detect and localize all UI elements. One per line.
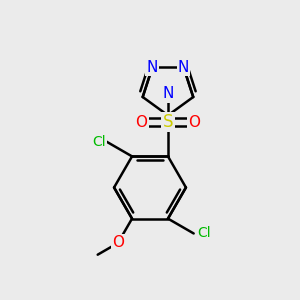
Text: S: S bbox=[163, 113, 173, 131]
Text: N: N bbox=[178, 60, 189, 75]
Text: N: N bbox=[147, 60, 158, 75]
Text: Cl: Cl bbox=[93, 134, 106, 148]
Text: N: N bbox=[162, 86, 174, 101]
Text: O: O bbox=[112, 236, 124, 250]
Text: Cl: Cl bbox=[197, 226, 210, 241]
Text: O: O bbox=[135, 115, 147, 130]
Text: O: O bbox=[188, 115, 200, 130]
